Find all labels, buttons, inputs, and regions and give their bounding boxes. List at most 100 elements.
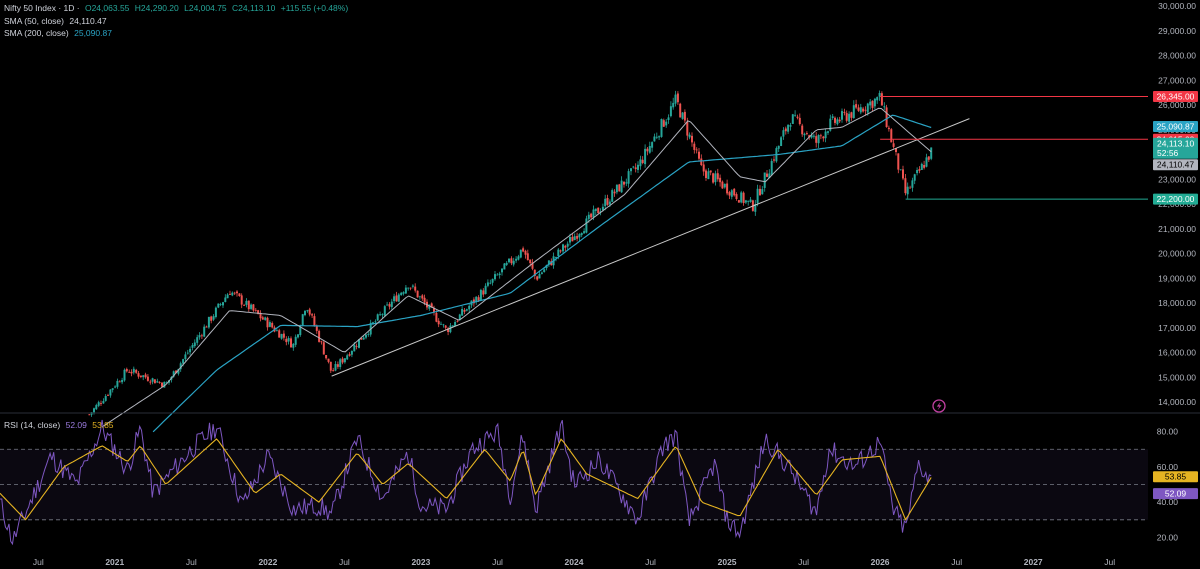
candle bbox=[869, 99, 872, 110]
candle bbox=[618, 183, 621, 192]
price-tick-label: 14,000.00 bbox=[1158, 397, 1196, 407]
candle bbox=[285, 336, 288, 346]
candle bbox=[897, 153, 900, 174]
candle bbox=[522, 246, 525, 253]
price-tick-label: 15,000.00 bbox=[1158, 372, 1196, 382]
rsi-legend[interactable]: RSI (14, close) 52.09 53.85 bbox=[4, 420, 117, 431]
candle bbox=[245, 298, 248, 308]
candle bbox=[280, 333, 283, 340]
candle bbox=[121, 377, 124, 385]
candle bbox=[850, 111, 853, 121]
candle bbox=[325, 355, 328, 360]
candle bbox=[728, 190, 731, 199]
rsi-line[interactable] bbox=[0, 419, 932, 546]
candle bbox=[236, 290, 238, 297]
rsi-tick-label: 20.00 bbox=[1157, 532, 1179, 542]
candle bbox=[329, 361, 332, 373]
candle bbox=[625, 178, 628, 187]
candle bbox=[857, 104, 860, 112]
candle bbox=[125, 367, 128, 373]
candle bbox=[123, 368, 126, 382]
candle bbox=[491, 278, 494, 286]
sma50-legend[interactable]: SMA (50, close) 24,110.47 bbox=[4, 16, 110, 27]
candle bbox=[895, 148, 897, 156]
candle bbox=[632, 165, 635, 169]
candle bbox=[261, 315, 264, 320]
price-tick-label: 26,000.00 bbox=[1158, 100, 1196, 110]
candle bbox=[655, 132, 658, 140]
candle bbox=[871, 100, 874, 112]
time-tick-label: 2022 bbox=[258, 557, 277, 567]
candle bbox=[484, 283, 487, 295]
candle bbox=[880, 91, 883, 106]
candle bbox=[747, 200, 750, 206]
candle bbox=[100, 400, 102, 406]
candle bbox=[318, 329, 321, 343]
candle bbox=[290, 336, 292, 348]
candle bbox=[465, 308, 468, 312]
candle bbox=[118, 380, 121, 383]
open-value: O24,063.55 bbox=[84, 3, 130, 13]
rsi-ma-tag: 53.85 bbox=[1153, 471, 1198, 483]
candle bbox=[254, 308, 257, 312]
sma50-line[interactable] bbox=[101, 107, 932, 428]
candle bbox=[421, 294, 424, 301]
rsi-tick-label: 40.00 bbox=[1157, 497, 1179, 507]
candle bbox=[831, 114, 834, 120]
candle bbox=[644, 144, 647, 168]
candle bbox=[571, 232, 574, 242]
candle bbox=[712, 172, 715, 184]
rsi-ma-line[interactable] bbox=[0, 438, 932, 521]
candle bbox=[149, 379, 152, 385]
symbol-label[interactable]: Nifty 50 Index · 1D · bbox=[4, 3, 80, 13]
candle bbox=[714, 170, 717, 186]
candle bbox=[883, 102, 886, 110]
candle bbox=[658, 135, 661, 140]
candle bbox=[923, 160, 926, 170]
rsi-axis[interactable]: 20.00 40.00 60.00 80.00 bbox=[1157, 427, 1179, 543]
candle bbox=[184, 351, 187, 362]
replay-icon[interactable] bbox=[932, 399, 946, 413]
candle bbox=[852, 100, 855, 119]
candle bbox=[146, 374, 149, 382]
candle bbox=[414, 283, 417, 293]
candle bbox=[287, 336, 290, 345]
candle bbox=[573, 233, 576, 241]
candle bbox=[440, 321, 442, 325]
candle bbox=[810, 132, 813, 139]
candle bbox=[594, 208, 597, 215]
candle bbox=[116, 378, 119, 389]
candle bbox=[163, 381, 166, 388]
candle bbox=[887, 125, 890, 132]
candle bbox=[409, 287, 412, 291]
candle bbox=[416, 290, 419, 298]
candle bbox=[627, 168, 630, 188]
candle bbox=[873, 97, 876, 110]
svg-text:53.85: 53.85 bbox=[1165, 472, 1187, 482]
candle bbox=[660, 118, 663, 138]
sma200-legend[interactable]: SMA (200, close) 25,090.87 bbox=[4, 28, 115, 39]
candle bbox=[376, 313, 379, 321]
candle bbox=[749, 197, 752, 203]
candle bbox=[843, 108, 846, 116]
candle bbox=[735, 192, 738, 201]
candle bbox=[390, 298, 393, 310]
candle bbox=[200, 333, 203, 339]
sma200-line[interactable] bbox=[152, 114, 932, 433]
svg-text:52.09: 52.09 bbox=[1165, 489, 1187, 499]
candle bbox=[672, 97, 675, 110]
time-axis[interactable]: Jul 2021 Jul 2022 Jul 2023 Jul 2024 Jul 2025 Jul 20… bbox=[33, 557, 1115, 567]
trendline[interactable] bbox=[331, 118, 970, 377]
candle bbox=[519, 249, 522, 259]
ohlc-legend: Nifty 50 Index · 1D · O24,063.55 H24,290… bbox=[4, 3, 351, 14]
candle bbox=[524, 249, 527, 259]
price-pane bbox=[88, 90, 1148, 433]
candle bbox=[698, 148, 700, 161]
candle bbox=[107, 393, 109, 396]
candle bbox=[479, 288, 482, 302]
svg-text:24,113.10: 24,113.10 bbox=[1157, 139, 1194, 149]
sma50-value: 24,110.47 bbox=[69, 16, 107, 26]
time-tick-label: Jul bbox=[339, 557, 350, 567]
